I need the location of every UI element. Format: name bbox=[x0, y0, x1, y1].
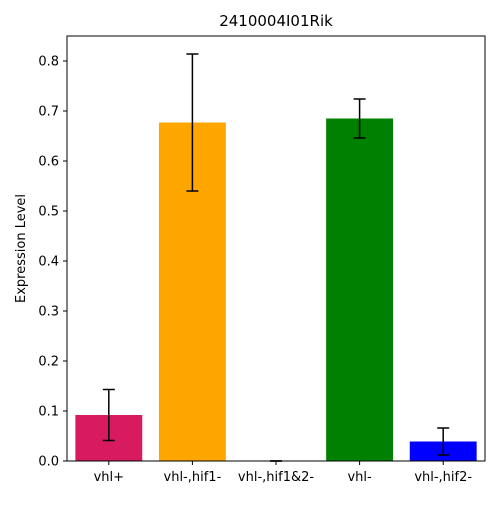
y-tick-label-3: 0.3 bbox=[38, 305, 59, 320]
bars bbox=[75, 118, 477, 461]
x-tick-label-2: vhl-,hif1&2- bbox=[238, 470, 314, 485]
bar-3 bbox=[326, 118, 394, 461]
y-tick-label-6: 0.6 bbox=[38, 155, 59, 170]
x-tick-label-4: vhl-,hif2- bbox=[414, 470, 472, 485]
y-tick-label-1: 0.1 bbox=[38, 405, 59, 420]
y-axis-title: Expression Level bbox=[14, 194, 29, 303]
x-tick-label-1: vhl-,hif1- bbox=[164, 470, 222, 485]
y-tick-label-8: 0.8 bbox=[38, 55, 59, 70]
x-tick-label-3: vhl- bbox=[347, 470, 372, 485]
plot-frame bbox=[66, 35, 486, 462]
axes: vhl+ vhl-,hif1- vhl-,hif1&2- vhl-vhl-,hif2-… bbox=[38, 35, 486, 485]
y-tick-label-0: 0.0 bbox=[38, 455, 59, 470]
error-bars bbox=[102, 53, 450, 462]
y-tick-label-2: 0.2 bbox=[38, 355, 59, 370]
x-tick-label-0: vhl+ bbox=[94, 470, 124, 485]
chart-title: 2410004I01Rik bbox=[219, 12, 333, 30]
y-tick-label-7: 0.7 bbox=[38, 105, 59, 120]
y-tick-label-4: 0.4 bbox=[38, 255, 59, 270]
y-tick-label-5: 0.5 bbox=[38, 205, 59, 220]
